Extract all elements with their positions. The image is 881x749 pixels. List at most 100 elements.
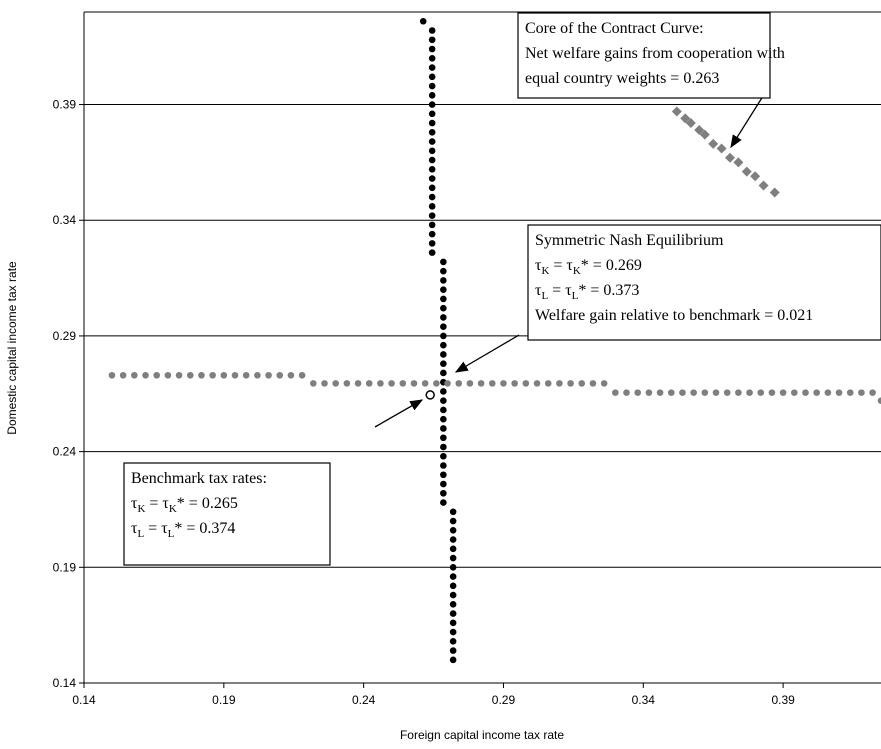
point — [440, 425, 447, 432]
point — [567, 380, 574, 387]
point — [428, 138, 436, 145]
point — [428, 64, 436, 71]
x-tick-label: 0.24 — [352, 693, 376, 707]
point — [716, 143, 727, 154]
point — [298, 371, 306, 379]
annotation-line: equal country weights = 0.263 — [525, 70, 719, 87]
annotation-text: L — [541, 290, 548, 302]
point — [428, 249, 436, 256]
point — [733, 157, 744, 168]
point — [750, 171, 761, 182]
point — [802, 389, 809, 396]
axis-frame — [83, 11, 881, 684]
point — [589, 380, 597, 387]
point — [449, 517, 457, 525]
annotation-line: Welfare gain relative to benchmark = 0.0… — [535, 307, 813, 324]
point — [198, 371, 205, 379]
point — [265, 371, 272, 379]
point — [712, 389, 720, 396]
annotation-line: Net welfare gains from cooperation with — [525, 45, 785, 62]
point — [440, 388, 447, 395]
point — [428, 91, 436, 99]
point — [768, 389, 776, 396]
annotation-line: Core of the Contract Curve: — [525, 20, 704, 37]
point — [440, 443, 447, 451]
annotation-text: Welfare gain relative to benchmark = 0.0… — [535, 307, 813, 324]
point — [440, 489, 447, 497]
point — [428, 101, 436, 108]
point — [440, 286, 447, 293]
point — [685, 118, 696, 129]
point — [667, 389, 675, 396]
point — [428, 73, 436, 81]
annotations: Core of the Contract Curve: Net welfare g… — [123, 12, 881, 566]
point — [440, 332, 447, 340]
point — [578, 380, 586, 387]
point — [449, 564, 457, 571]
point — [428, 175, 436, 182]
point — [433, 380, 440, 387]
point — [634, 389, 642, 396]
point — [231, 371, 239, 379]
annotation-text: L — [137, 528, 144, 540]
point — [556, 380, 563, 387]
point — [428, 184, 436, 192]
annotation-text: Benchmark tax rates: — [131, 470, 267, 487]
point — [791, 389, 798, 396]
point — [440, 452, 447, 460]
point — [600, 380, 608, 387]
point — [108, 371, 116, 379]
annotation-text: = τ — [548, 282, 572, 299]
point — [449, 591, 457, 599]
point — [440, 341, 447, 349]
point — [440, 462, 447, 469]
point — [287, 371, 295, 379]
annotation-text: Core of the Contract Curve: — [525, 20, 704, 37]
point — [449, 610, 457, 617]
annotation-text: K — [137, 503, 145, 515]
point — [779, 389, 787, 396]
annotation-text: * = 0.269 — [581, 257, 642, 274]
y-tick-label: 0.39 — [53, 98, 77, 112]
point — [175, 371, 183, 379]
point — [428, 54, 436, 62]
annotation-text: * = 0.265 — [177, 495, 238, 512]
point — [440, 369, 447, 377]
point — [824, 389, 832, 396]
point — [449, 536, 457, 543]
point — [388, 380, 395, 387]
y-tick-label: 0.14 — [53, 676, 77, 690]
point — [449, 554, 457, 562]
point — [440, 471, 447, 479]
point — [242, 371, 250, 379]
point — [428, 110, 436, 118]
annotation-box — [517, 12, 771, 99]
x-tick-label: 0.29 — [492, 693, 516, 707]
annotation-text: Symmetric Nash Equilibrium — [535, 232, 724, 249]
annotation-text: τ — [535, 257, 542, 274]
point — [449, 628, 457, 636]
point — [440, 314, 447, 321]
point — [708, 138, 719, 149]
point — [735, 389, 742, 396]
point — [449, 582, 457, 590]
point — [131, 371, 138, 379]
point — [858, 389, 865, 396]
point — [440, 304, 447, 312]
point — [449, 638, 457, 645]
point — [723, 389, 731, 396]
y-tick-label: 0.34 — [53, 213, 77, 227]
arrow — [454, 334, 520, 373]
point — [533, 380, 541, 387]
point — [835, 389, 843, 396]
point — [186, 371, 194, 379]
point — [680, 113, 691, 124]
point — [449, 619, 457, 627]
x-tick-label: 0.34 — [632, 693, 656, 707]
annotation-text: Net welfare gains from cooperation with — [525, 45, 785, 62]
annotation-line: τK = τK* = 0.269 — [535, 257, 642, 277]
annotation-box — [123, 462, 331, 566]
x-tick-label: 0.39 — [771, 693, 795, 707]
point — [276, 371, 284, 379]
point — [419, 17, 427, 25]
